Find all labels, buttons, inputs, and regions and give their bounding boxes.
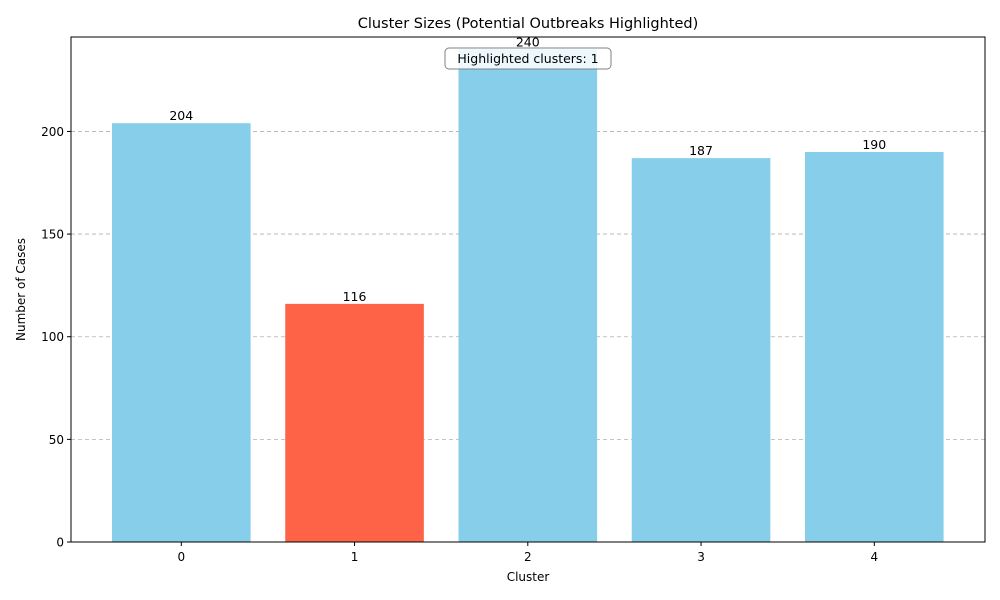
data-label-cluster-3: 187	[689, 143, 713, 158]
x-tick-label: 0	[177, 550, 185, 564]
data-labels-group: 204 116 240 187 190	[169, 34, 886, 304]
y-tick-label: 100	[41, 330, 64, 344]
x-tick-label: 1	[351, 550, 359, 564]
chart-title: Cluster Sizes (Potential Outbreaks Highl…	[358, 16, 699, 32]
plot-frame	[70, 36, 986, 543]
x-tick-label: 4	[870, 550, 878, 564]
data-label-cluster-1: 116	[343, 289, 367, 304]
data-label-cluster-0: 204	[169, 108, 193, 123]
y-tick-label: 150	[41, 228, 64, 242]
bar-cluster-4	[805, 151, 944, 542]
bar-cluster-2	[458, 49, 598, 542]
x-axis-label: Cluster	[507, 570, 550, 584]
bar-cluster-1	[285, 303, 424, 542]
bar-cluster-3	[631, 158, 771, 542]
y-axis-label: Number of Cases	[14, 238, 28, 341]
data-label-cluster-2: 240	[516, 34, 540, 49]
bar-cluster-0	[112, 123, 251, 542]
y-tick-label: 50	[49, 433, 64, 447]
x-axis-ticks: 0 1 2 3 4	[177, 542, 878, 564]
x-tick-label: 2	[524, 550, 532, 564]
y-axis-ticks: 0 50 100 150 200	[41, 125, 71, 550]
bars-group	[112, 49, 944, 542]
annotation-box: Highlighted clusters: 1	[444, 47, 612, 70]
data-label-cluster-4: 190	[862, 137, 886, 152]
annotation-text: Highlighted clusters: 1	[457, 51, 598, 66]
x-tick-label: 3	[697, 550, 705, 564]
y-tick-label: 0	[56, 536, 64, 550]
y-tick-label: 200	[41, 125, 64, 139]
